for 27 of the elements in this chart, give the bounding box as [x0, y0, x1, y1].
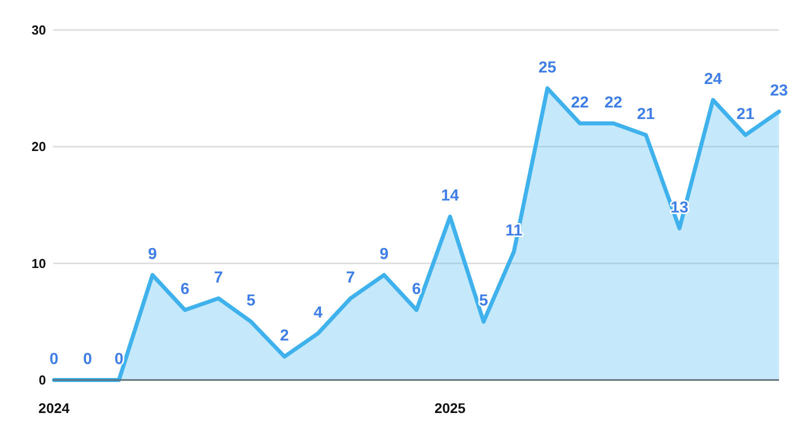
- data-label: 0: [114, 351, 124, 368]
- data-label: 6: [180, 281, 190, 298]
- data-label: 5: [246, 292, 256, 310]
- x-tick-label: 2025: [434, 400, 466, 416]
- data-label: 7: [214, 269, 224, 286]
- data-label: 9: [148, 246, 158, 263]
- data-label: 6: [412, 281, 422, 298]
- data-label: 5: [479, 292, 488, 310]
- data-label: 0: [83, 351, 92, 368]
- y-tick-label: 20: [32, 139, 46, 154]
- data-label: 14: [441, 188, 460, 205]
- y-tick-label: 0: [38, 372, 46, 388]
- data-label: 24: [704, 71, 722, 88]
- y-tick-label: 10: [32, 256, 46, 271]
- data-label: 22: [570, 94, 589, 112]
- data-label: 23: [770, 82, 788, 100]
- data-label: 2: [280, 328, 290, 345]
- data-label: 9: [380, 246, 389, 263]
- data-label: 4: [314, 304, 323, 322]
- data-label: 7: [346, 269, 356, 286]
- data-label: 21: [637, 106, 655, 123]
- data-label: 22: [604, 94, 622, 112]
- data-label: 21: [736, 106, 754, 123]
- x-tick-label: 2024: [38, 400, 70, 416]
- y-tick-label: 30: [32, 22, 46, 38]
- data-label: 0: [50, 351, 59, 368]
- data-label: 25: [538, 59, 556, 76]
